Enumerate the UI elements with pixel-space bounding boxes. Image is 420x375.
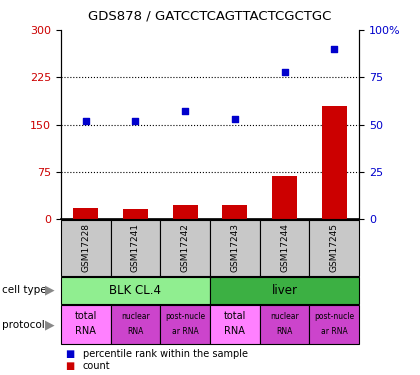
Point (331, 46, 338, 52)
Text: GSM17243: GSM17243 (230, 224, 239, 272)
Text: ■: ■ (65, 361, 74, 371)
Text: GSM17245: GSM17245 (330, 224, 339, 272)
Text: protocol: protocol (2, 320, 45, 330)
Point (182, 108, 189, 114)
Bar (322, 106, 346, 219)
Text: percentile rank within the sample: percentile rank within the sample (83, 349, 248, 359)
Text: post-nucle: post-nucle (165, 312, 205, 321)
Point (82, 118, 89, 124)
Text: GSM17244: GSM17244 (280, 224, 289, 272)
Bar (223, 206, 247, 219)
Text: ▶: ▶ (45, 284, 54, 297)
Text: RNA: RNA (75, 326, 96, 336)
Text: total: total (224, 311, 246, 321)
Text: RNA: RNA (224, 326, 245, 336)
Text: BLK CL.4: BLK CL.4 (110, 284, 161, 297)
Text: ■: ■ (65, 349, 74, 359)
Point (231, 116, 238, 122)
Bar (272, 177, 297, 219)
Text: total: total (75, 311, 97, 321)
Bar (74, 208, 98, 219)
Text: ▶: ▶ (45, 318, 54, 331)
Point (132, 118, 139, 124)
Bar (123, 209, 148, 219)
Text: RNA: RNA (127, 327, 144, 336)
Text: cell type: cell type (2, 285, 47, 295)
Text: count: count (83, 361, 110, 371)
Text: nuclear: nuclear (270, 312, 299, 321)
Bar (173, 206, 197, 219)
Text: GSM17228: GSM17228 (81, 224, 90, 272)
Text: GDS878 / GATCCTCAGTTACTCGCTGC: GDS878 / GATCCTCAGTTACTCGCTGC (88, 9, 332, 22)
Text: RNA: RNA (276, 327, 293, 336)
Text: ar RNA: ar RNA (321, 327, 348, 336)
Text: ar RNA: ar RNA (172, 327, 199, 336)
Text: GSM17242: GSM17242 (181, 224, 190, 272)
Text: GSM17241: GSM17241 (131, 224, 140, 272)
Text: liver: liver (272, 284, 297, 297)
Text: post-nucle: post-nucle (314, 312, 354, 321)
Text: nuclear: nuclear (121, 312, 150, 321)
Point (281, 69, 288, 75)
